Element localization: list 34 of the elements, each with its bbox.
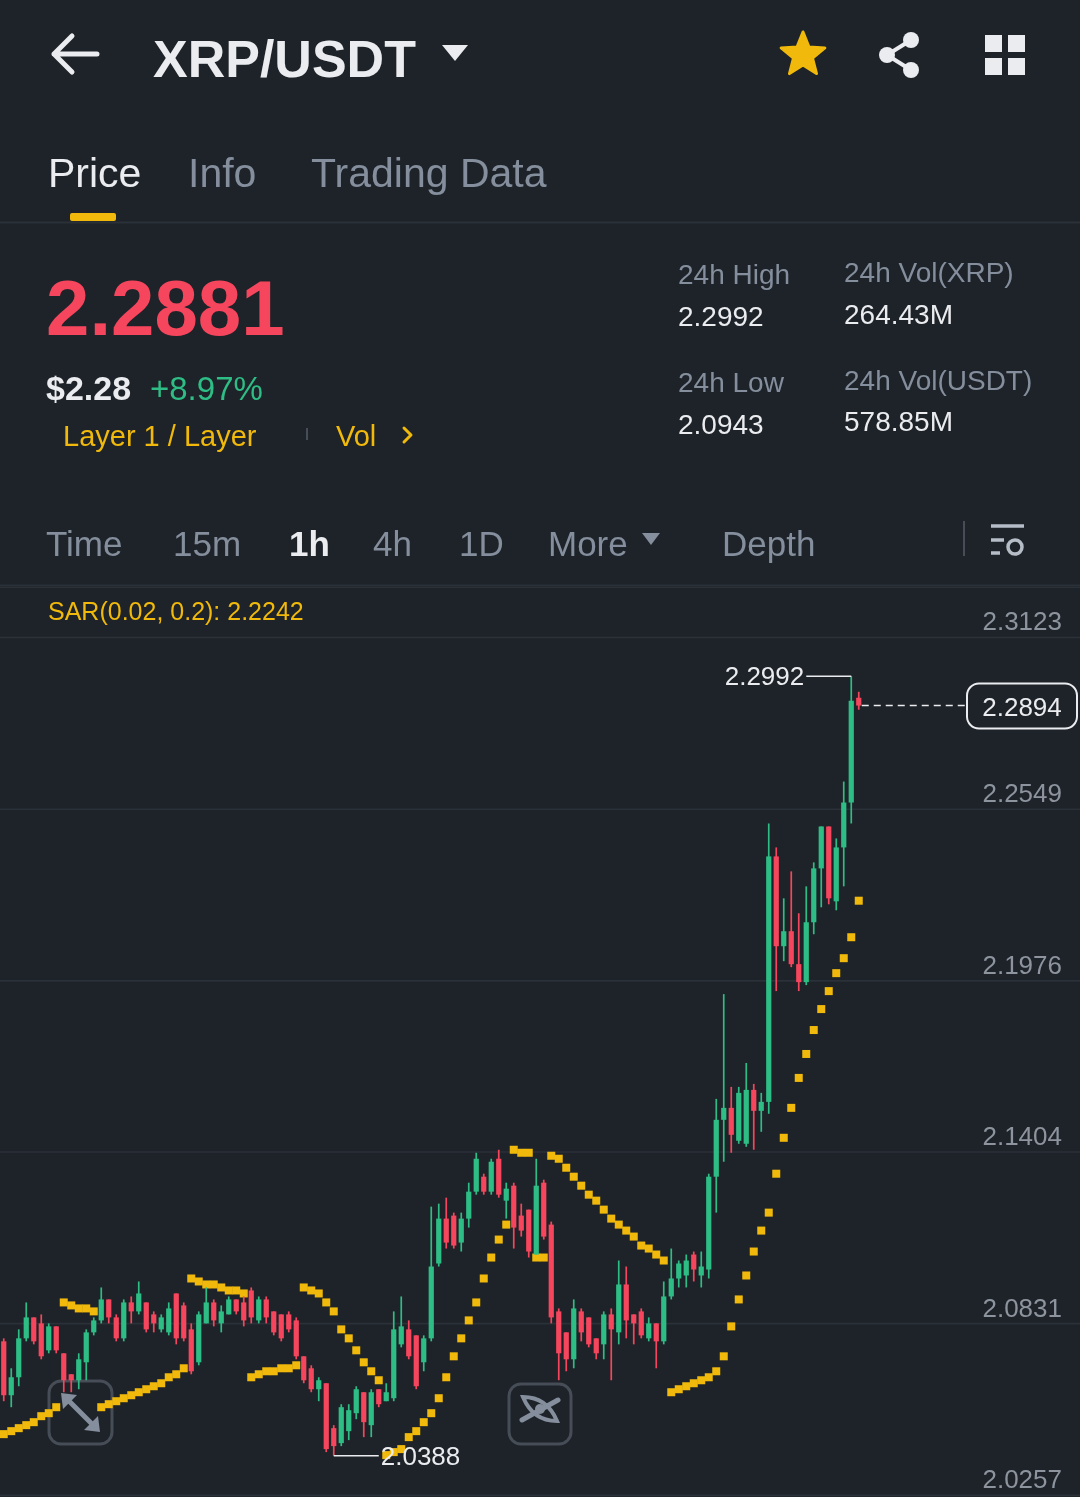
text: 24h High xyxy=(678,259,791,290)
text: 578.85M xyxy=(844,406,953,437)
y-tick-label: 2.0831 xyxy=(982,1292,1062,1323)
chart-title: XRP/USDT xyxy=(153,30,417,88)
text: 24h Vol(USDT) xyxy=(844,365,1033,396)
text: Trading Data xyxy=(311,150,547,196)
text: 24h Low xyxy=(678,367,785,398)
annotation: 2.0388 xyxy=(380,1440,461,1471)
text: 2.2881 xyxy=(46,264,285,352)
y-tick-label: 2.3123 xyxy=(982,606,1062,637)
text: 2.2992 xyxy=(678,301,764,332)
text: Depth xyxy=(722,524,816,563)
text: Time xyxy=(46,524,123,563)
text: 2.0943 xyxy=(678,409,764,440)
text: $2.28 xyxy=(46,369,132,407)
text: Price xyxy=(48,150,142,196)
text: More xyxy=(548,524,628,563)
text: 1D xyxy=(459,524,504,563)
y-tick-label: 2.2549 xyxy=(982,778,1062,809)
text: Vol xyxy=(336,420,377,452)
y-tick-label: 2.1404 xyxy=(982,1121,1062,1152)
text: 264.43M xyxy=(844,299,953,330)
text: 15m xyxy=(173,524,242,563)
y-tick-label: 2.1976 xyxy=(982,949,1062,980)
text: Layer 1 / Layer xyxy=(63,420,257,452)
text: 4h xyxy=(373,524,412,563)
annotation: 2.2992 xyxy=(724,661,805,692)
text: +8.97% xyxy=(150,370,263,407)
text: 1h xyxy=(289,524,330,563)
ref-line-label: 2.2894 xyxy=(982,691,1062,722)
text: SAR(0.02, 0.2): 2.2242 xyxy=(48,597,304,625)
text: Info xyxy=(188,150,257,196)
text: 24h Vol(XRP) xyxy=(844,257,1014,288)
y-tick-label: 2.0257 xyxy=(982,1464,1062,1495)
